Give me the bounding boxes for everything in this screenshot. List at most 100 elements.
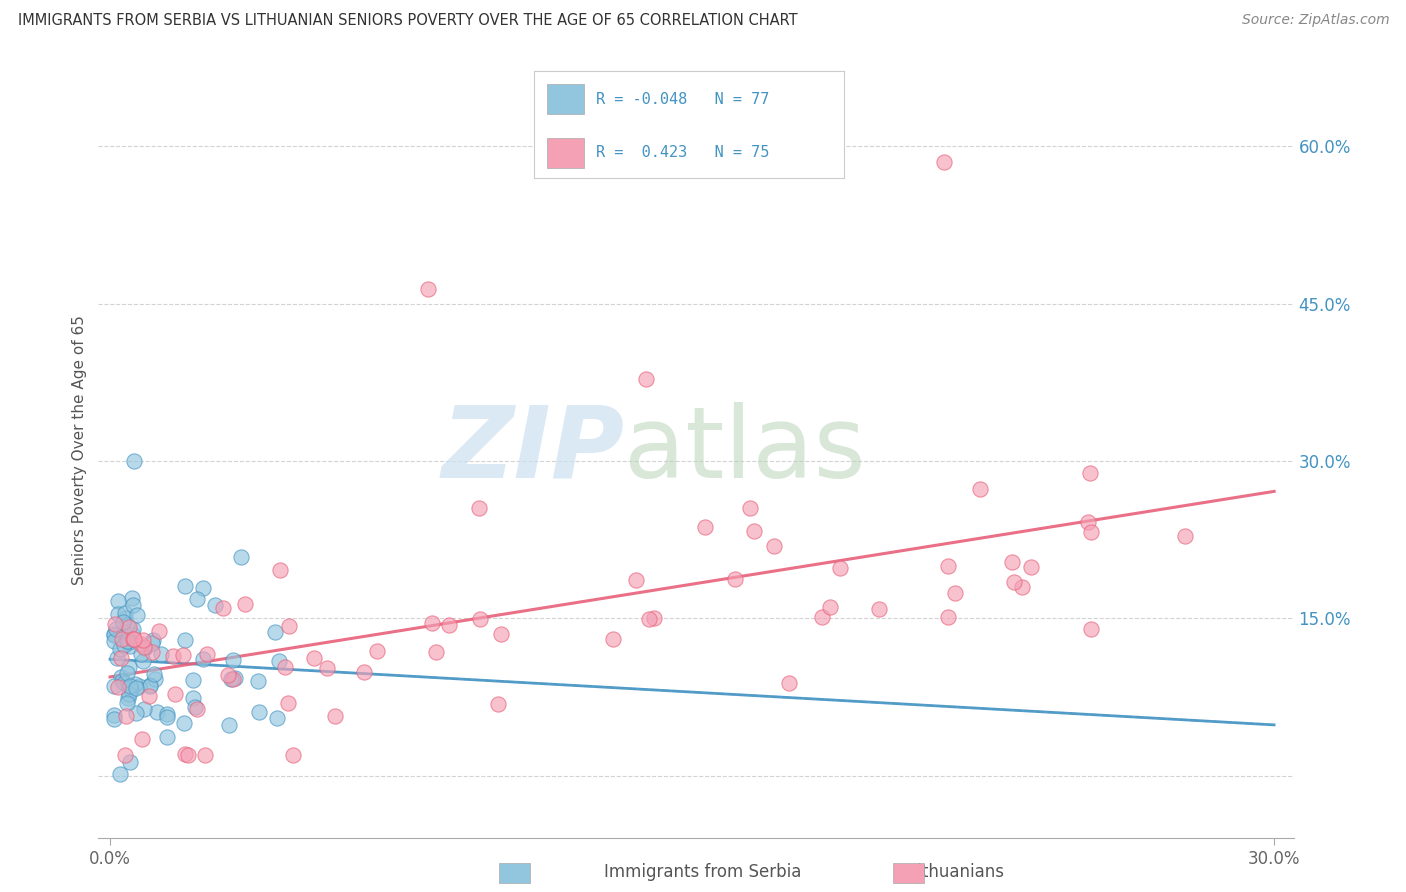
Point [122, 622, 145, 636]
Point [118, 634, 141, 648]
Point [193, 581, 215, 595]
Point [145, 672, 167, 686]
Point [156, 710, 179, 724]
Point [142, 632, 165, 647]
Point [489, 627, 512, 641]
Point [134, 641, 156, 656]
Point [105, 651, 128, 665]
Point [778, 676, 800, 690]
Point [222, 653, 245, 667]
Point [129, 637, 152, 651]
Point [173, 747, 195, 761]
Point [103, 679, 125, 693]
Point [634, 372, 657, 386]
Point [132, 654, 155, 668]
Point [762, 539, 785, 553]
Point [149, 647, 172, 661]
Point [107, 607, 129, 622]
Point [181, 690, 204, 705]
Point [122, 598, 145, 612]
Point [114, 610, 136, 624]
Point [868, 602, 890, 616]
Point [103, 712, 125, 726]
Point [138, 679, 160, 693]
Text: atlas: atlas [624, 402, 866, 499]
Point [420, 615, 443, 630]
Point [818, 599, 841, 614]
Point [218, 718, 240, 732]
Point [1174, 528, 1197, 542]
Point [121, 591, 143, 605]
Point [247, 705, 270, 719]
Point [156, 731, 179, 745]
Point [425, 645, 447, 659]
Bar [547, 137, 583, 168]
Point [274, 660, 297, 674]
Point [602, 632, 624, 647]
Point [264, 624, 287, 639]
Point [105, 622, 128, 636]
Point [148, 624, 170, 638]
Point [235, 597, 257, 611]
Point [212, 600, 235, 615]
Point [103, 627, 125, 641]
Point [724, 572, 747, 586]
Point [118, 687, 141, 701]
Point [155, 707, 177, 722]
Text: IMMIGRANTS FROM SERBIA VS LITHUANIAN SENIORS POVERTY OVER THE AGE OF 65 CORRELAT: IMMIGRANTS FROM SERBIA VS LITHUANIAN SEN… [18, 13, 797, 29]
Point [134, 702, 156, 716]
Point [117, 690, 139, 705]
Point [643, 611, 665, 625]
Point [626, 574, 648, 588]
Point [219, 672, 242, 686]
Point [468, 612, 491, 626]
Point [1080, 622, 1102, 636]
Point [173, 716, 195, 731]
Point [117, 620, 139, 634]
Text: ZIP: ZIP [441, 402, 624, 499]
Point [186, 701, 208, 715]
Point [323, 709, 346, 723]
Point [316, 661, 339, 675]
Point [222, 672, 245, 686]
Point [127, 607, 149, 622]
Point [138, 689, 160, 703]
Text: R = -0.048   N = 77: R = -0.048 N = 77 [596, 92, 769, 107]
Text: Immigrants from Serbia: Immigrants from Serbia [605, 863, 801, 881]
Point [266, 711, 288, 725]
Point [117, 696, 139, 710]
Point [738, 501, 761, 516]
Point [118, 755, 141, 769]
Point [172, 648, 194, 662]
Point [277, 619, 299, 633]
Point [269, 563, 291, 577]
Point [1080, 525, 1102, 540]
Point [115, 618, 138, 632]
Point [1001, 555, 1024, 569]
Point [267, 654, 290, 668]
Point [173, 579, 195, 593]
Point [304, 651, 326, 665]
Point [111, 673, 134, 688]
Point [277, 696, 299, 710]
Point [437, 618, 460, 632]
Bar [547, 84, 583, 114]
Point [1019, 559, 1042, 574]
Point [366, 644, 388, 658]
Point [353, 665, 375, 680]
Point [181, 673, 204, 688]
Point [110, 651, 132, 665]
Point [120, 683, 142, 698]
Point [638, 612, 661, 626]
Point [132, 633, 155, 648]
Point [224, 671, 246, 685]
Point [191, 652, 214, 666]
Point [108, 767, 131, 781]
Point [122, 454, 145, 468]
Point [108, 642, 131, 657]
Point [146, 706, 169, 720]
Point [467, 501, 489, 516]
Point [115, 665, 138, 680]
Point [246, 673, 269, 688]
Point [125, 681, 148, 695]
